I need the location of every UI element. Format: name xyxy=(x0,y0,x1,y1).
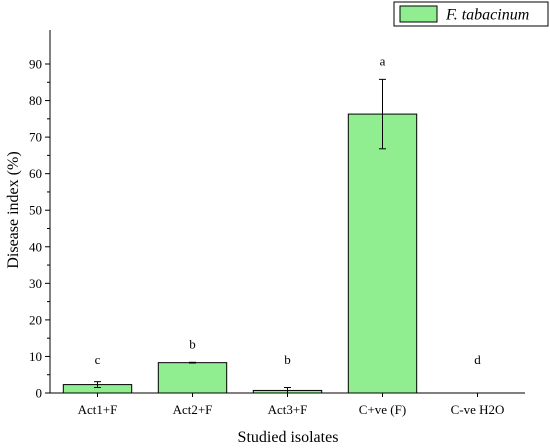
y-tick-label: 70 xyxy=(29,130,42,145)
y-tick-label: 90 xyxy=(29,57,42,72)
y-axis-title: Disease index (%) xyxy=(5,151,22,268)
bar xyxy=(347,113,418,394)
y-tick-label: 30 xyxy=(29,276,42,291)
legend-label: F. tabacinum xyxy=(445,7,529,24)
x-axis-title: Studied isolates xyxy=(238,429,339,446)
x-tick-label: Act3+F xyxy=(268,402,308,417)
x-tick-label: C-ve H2O xyxy=(451,402,505,417)
legend-swatch xyxy=(399,5,438,23)
y-tick-label: 20 xyxy=(29,312,42,327)
y-tick-label: 0 xyxy=(36,386,43,401)
x-tick-label: Act2+F xyxy=(173,402,213,417)
y-ticks-group: 0 10 20 30 40 50 60 70 80 90 xyxy=(29,57,50,401)
x-ticks-group: Act1+F Act2+F Act3+F C+ve (F) C-ve H2O xyxy=(78,393,505,417)
significance-label: b xyxy=(284,352,291,367)
significance-label: d xyxy=(474,352,481,367)
bar xyxy=(157,362,228,394)
x-tick-label: C+ve (F) xyxy=(359,402,406,417)
y-tick-label: 50 xyxy=(29,203,42,218)
y-tick-label: 80 xyxy=(29,93,42,108)
significance-labels-group: c b b a d xyxy=(95,53,482,366)
y-tick-label: 60 xyxy=(29,166,42,181)
legend: F. tabacinum xyxy=(393,1,549,27)
significance-label: b xyxy=(189,336,196,351)
y-tick-label: 10 xyxy=(29,349,42,364)
x-tick-label: Act1+F xyxy=(78,402,118,417)
bars-group xyxy=(62,113,418,394)
y-tick-label: 40 xyxy=(29,239,42,254)
error-bars-group xyxy=(94,78,386,394)
significance-label: c xyxy=(95,352,101,367)
significance-label: a xyxy=(380,53,386,68)
